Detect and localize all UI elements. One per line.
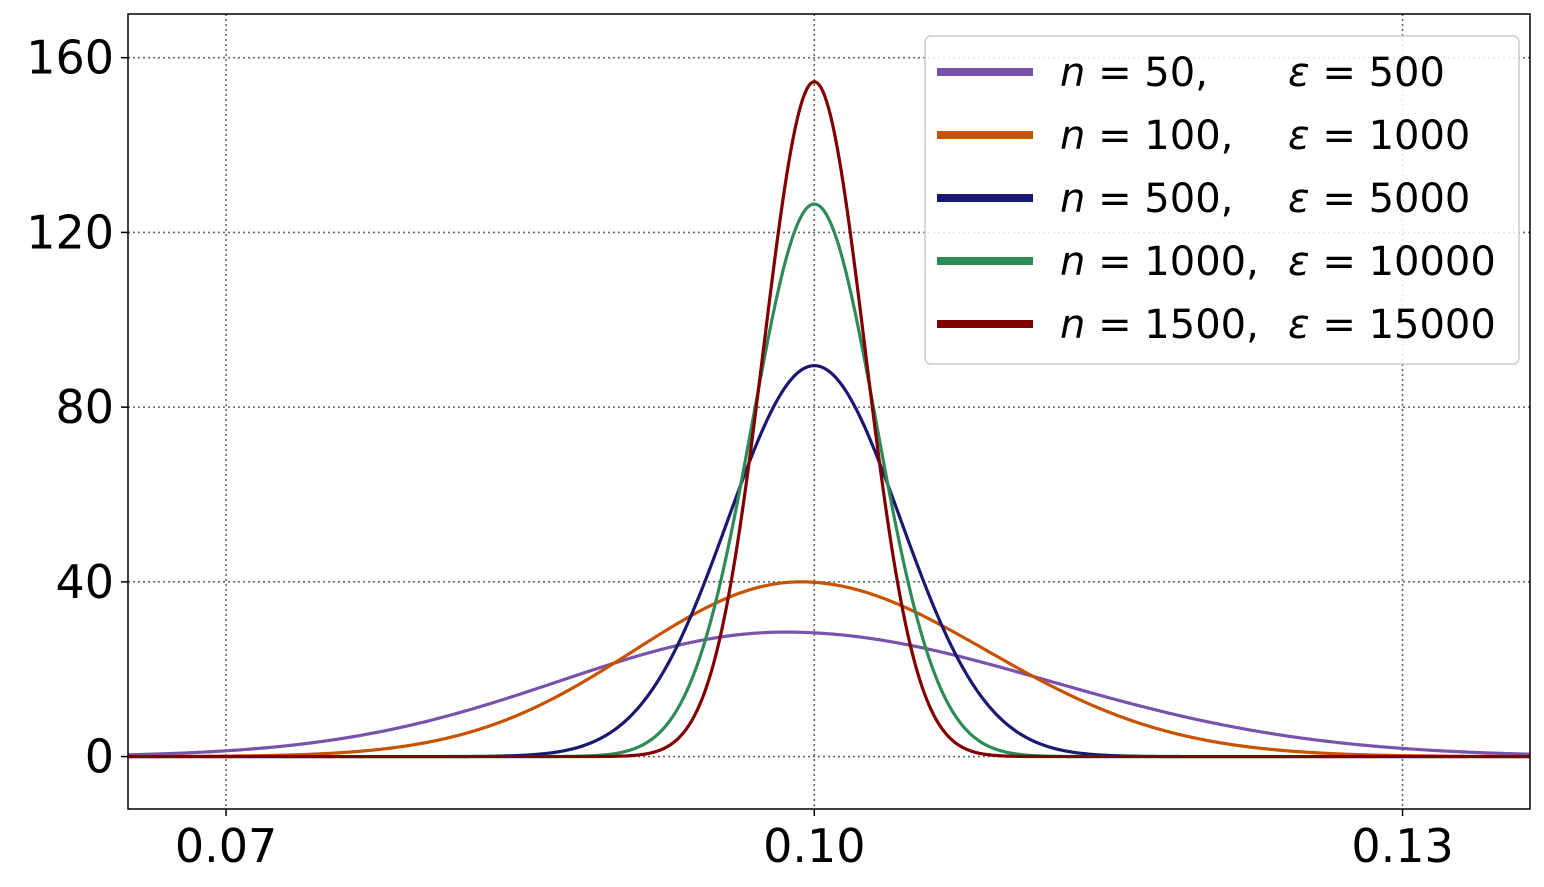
- y-tick-label: 40: [55, 555, 114, 609]
- series-layer: [127, 80, 1531, 759]
- legend-n-label: n = 50,: [1060, 50, 1208, 96]
- legend-n-label: n = 1000,: [1060, 239, 1259, 285]
- legend-n-label: n = 500,: [1060, 176, 1233, 222]
- legend: n = 50, ε = 500 n = 100, ε = 1000 n = 500, ε …: [924, 35, 1520, 365]
- axis-ticks: 0.07 0.10 0.13 0 40 80 120 160: [26, 31, 1454, 873]
- x-tick-label: 0.07: [175, 819, 277, 873]
- series-line-n100: [128, 580, 1530, 759]
- legend-eps-label: ε = 15000: [1288, 302, 1496, 348]
- grid-lines: [128, 14, 1530, 809]
- legend-n-label: n = 100,: [1060, 113, 1233, 159]
- x-tick-label: 0.13: [1351, 819, 1453, 873]
- y-tick-label: 120: [26, 205, 114, 259]
- legend-eps-label: ε = 10000: [1288, 239, 1496, 285]
- plot-frame: [127, 13, 1531, 810]
- legend-eps-label: ε = 5000: [1288, 176, 1470, 222]
- legend-eps-label: ε = 1000: [1288, 113, 1470, 159]
- y-tick-label: 0: [85, 730, 114, 784]
- series-line-n1500: [128, 80, 1530, 759]
- legend-n-label: n = 1500,: [1060, 302, 1259, 348]
- legend-eps-label: ε = 500: [1288, 50, 1445, 96]
- x-tick-label: 0.10: [763, 819, 865, 873]
- series-line-n50: [127, 630, 1531, 757]
- y-tick-label: 80: [55, 380, 114, 434]
- y-tick-label: 160: [26, 31, 114, 85]
- legend-box: [924, 35, 1520, 365]
